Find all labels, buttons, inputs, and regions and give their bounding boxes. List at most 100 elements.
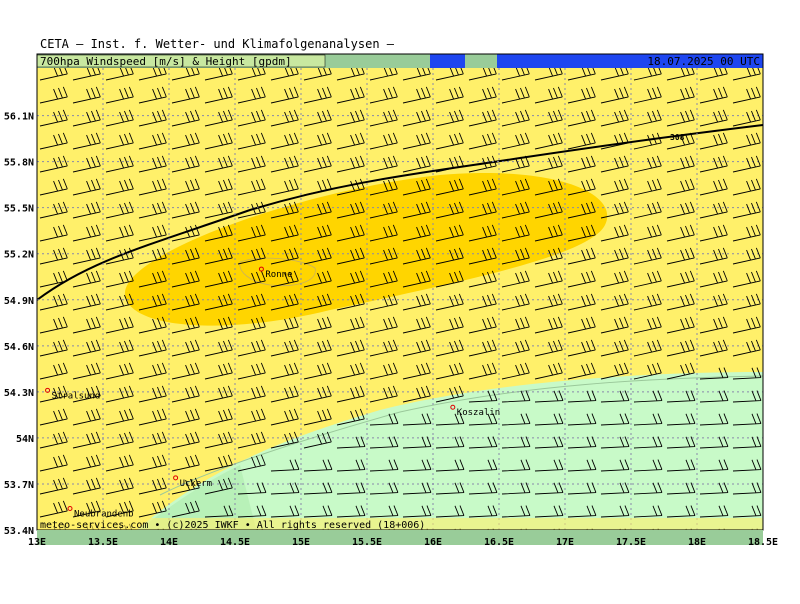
wind-barb [567,362,596,380]
x-tick-label: 13E [28,537,46,548]
wind-barb [204,316,233,334]
wind-barb [72,431,101,449]
wind-barb [204,454,233,472]
wind-barb [633,505,663,518]
wind-barb [39,224,68,242]
wind-barb [72,201,101,219]
wind-barb [105,500,134,518]
wind-barb [237,224,266,242]
wind-barb [303,385,332,403]
wind-barb [336,293,365,311]
wind-barb [402,178,431,196]
wind-barb [766,248,793,264]
wind-barb [699,459,729,472]
wind-barb [501,247,530,265]
wind-barb [39,408,68,426]
wind-barb [237,385,266,403]
wind-barb [666,247,695,265]
wind-barb [138,293,167,311]
wind-barb [237,155,266,173]
wind-barb [402,247,431,265]
wind-barb [138,68,167,81]
wind-barb [666,436,696,449]
footer: meteo-services.com • (c)2025 IWKF • All … [40,520,425,531]
wind-barb [633,413,663,426]
wind-barb [567,339,596,357]
wind-barb [501,270,530,288]
wind-barb [171,293,200,311]
wind-barb [435,109,464,127]
wind-barb [567,482,597,495]
wind-barb [732,247,761,265]
wind-barb [699,413,729,426]
city-label: Neubrandenb [74,510,134,520]
wind-barb [171,178,200,196]
wind-barb [270,68,299,81]
wind-barb [171,408,200,426]
wind-barb [270,431,299,449]
wind-barb [600,155,629,173]
wind-barb [600,293,629,311]
wind-barb [336,178,365,196]
wind-barb [138,178,167,196]
wind-barb [766,225,793,241]
wind-barb [666,293,695,311]
wind-barb [699,68,728,81]
x-tick-label: 17.5E [616,537,646,548]
wind-barb [666,459,696,472]
wind-barb [567,109,596,127]
x-tick-label: 16.5E [484,537,514,548]
wind-barb [369,339,398,357]
wind-barb [534,247,563,265]
wind-barb [633,339,662,357]
wind-barb [567,68,596,81]
wind-barb [204,431,233,449]
wind-barb [402,316,431,334]
wind-barb [204,339,233,357]
wind-barb [138,132,167,150]
wind-barb [39,155,68,173]
x-tick-label: 14E [160,537,178,548]
wind-barb [270,132,299,150]
wind-barb [600,247,629,265]
wind-barb [171,247,200,265]
wind-barb [270,459,300,472]
wind-barb [766,317,793,333]
wind-barb [105,270,134,288]
wind-barb [171,477,200,495]
x-tick-label: 18.5E [748,537,778,548]
wind-barb [39,362,68,380]
island-outline [239,257,316,287]
wind-barb [336,224,365,242]
wind-barb [699,132,728,150]
wind-barb [732,459,762,472]
wind-barb [766,133,793,149]
wind-barb [435,201,464,219]
wind-barb [369,436,399,449]
wind-barb [336,362,365,380]
wind-barb [336,408,365,426]
wind-barb [72,477,101,495]
wind-barb [138,408,167,426]
wind-barb [105,155,134,173]
wind-barb [699,270,728,288]
wind-barb [171,132,200,150]
wind-barb [105,477,134,495]
wind-barb [666,270,695,288]
wind-barb [402,270,431,288]
wind-barb [766,110,793,126]
wind-barb [766,179,793,195]
wind-barb [501,224,530,242]
wind-barb [105,362,134,380]
wind-barb [600,505,630,518]
city-label: Ronne [265,270,292,280]
wind-barb [237,431,266,449]
wind-barb [633,68,662,81]
wind-barb [270,178,299,196]
wind-barb [336,505,366,518]
wind-barb [468,436,498,449]
wind-barb [633,178,662,196]
wind-barb [138,155,167,173]
wind-barb [105,247,134,265]
wind-barb [766,483,794,494]
